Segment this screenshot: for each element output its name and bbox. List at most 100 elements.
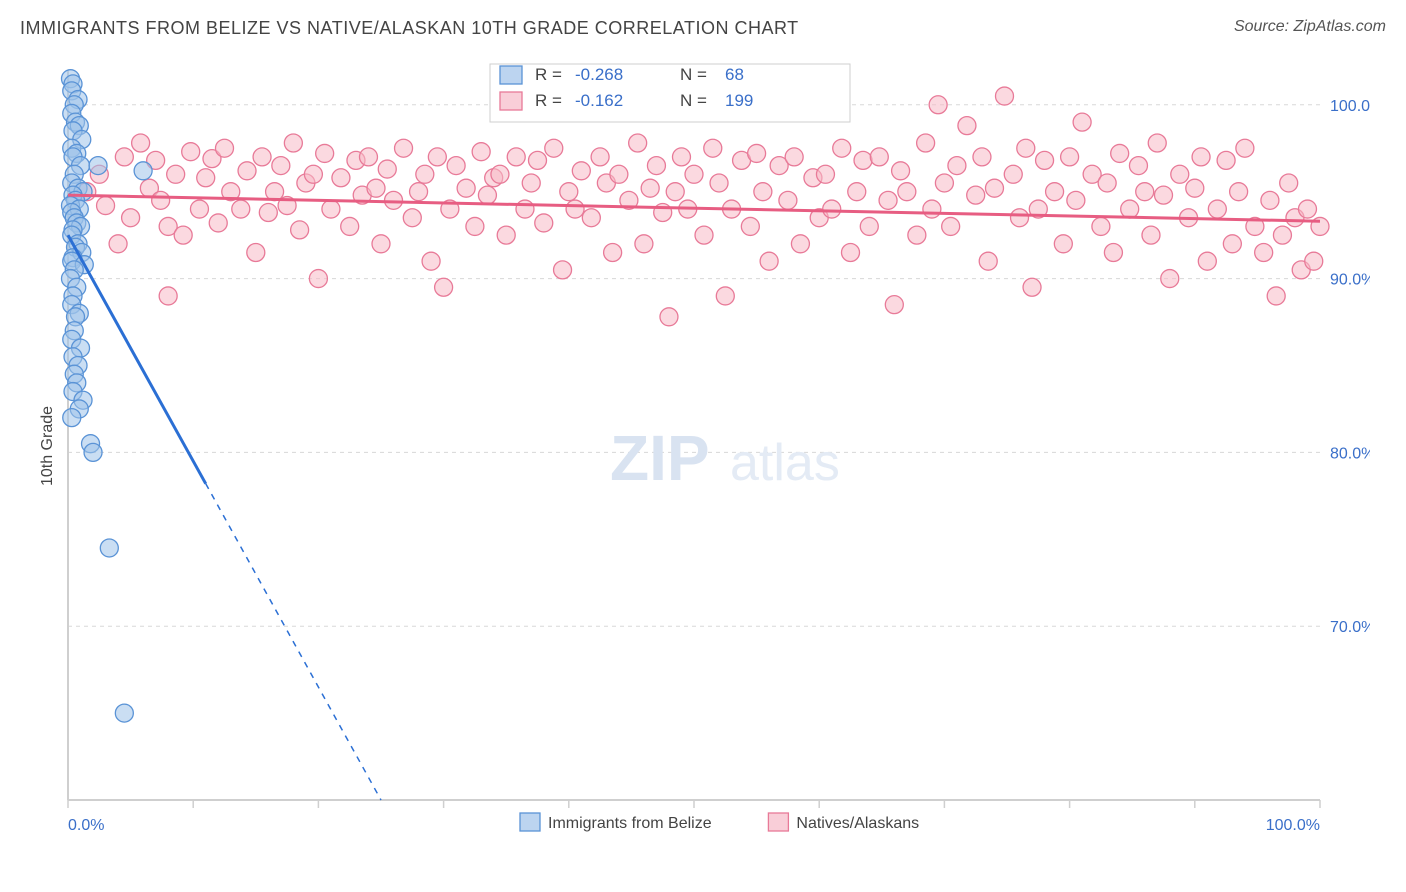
data-point <box>854 151 872 169</box>
data-point <box>917 134 935 152</box>
data-point <box>582 209 600 227</box>
source-label: Source: ZipAtlas.com <box>1234 18 1386 36</box>
data-point <box>1121 200 1139 218</box>
data-point <box>898 183 916 201</box>
data-point <box>1017 139 1035 157</box>
data-point <box>109 235 127 253</box>
data-point <box>1261 191 1279 209</box>
data-point <box>908 226 926 244</box>
data-point <box>935 174 953 192</box>
data-point <box>1061 148 1079 166</box>
data-point <box>1305 252 1323 270</box>
data-point <box>115 704 133 722</box>
data-point <box>942 217 960 235</box>
data-point <box>1280 174 1298 192</box>
legend-r-value: -0.268 <box>575 65 623 84</box>
data-point <box>566 200 584 218</box>
data-point <box>259 204 277 222</box>
data-point <box>1111 144 1129 162</box>
watermark-icon: atlas <box>730 434 840 492</box>
data-point <box>152 191 170 209</box>
watermark-icon: ZIP <box>610 422 710 494</box>
data-point <box>948 157 966 175</box>
data-point <box>1073 113 1091 131</box>
data-point <box>209 214 227 232</box>
data-point <box>958 117 976 135</box>
data-point <box>1011 209 1029 227</box>
data-point <box>1054 235 1072 253</box>
legend-r-label: R = <box>535 65 562 84</box>
data-point <box>182 143 200 161</box>
data-point <box>779 191 797 209</box>
data-point <box>1208 200 1226 218</box>
data-point <box>572 162 590 180</box>
data-point <box>410 183 428 201</box>
chart-container: ZIPatlas0.0%100.0%70.0%80.0%90.0%100.0%R… <box>50 60 1370 840</box>
data-point <box>923 200 941 218</box>
data-point <box>1273 226 1291 244</box>
legend-swatch <box>500 92 522 110</box>
legend-series-label: Natives/Alaskans <box>796 815 919 832</box>
data-point <box>309 270 327 288</box>
data-point <box>132 134 150 152</box>
data-point <box>367 179 385 197</box>
data-point <box>100 539 118 557</box>
data-point <box>416 165 434 183</box>
data-point <box>1298 200 1316 218</box>
data-point <box>685 165 703 183</box>
legend-r-label: R = <box>535 91 562 110</box>
data-point <box>372 235 390 253</box>
data-point <box>1171 165 1189 183</box>
data-point <box>216 139 234 157</box>
y-tick-label: 70.0% <box>1330 619 1370 636</box>
data-point <box>516 200 534 218</box>
data-point <box>122 209 140 227</box>
data-point <box>497 226 515 244</box>
data-point <box>892 162 910 180</box>
data-point <box>560 183 578 201</box>
data-point <box>666 183 684 201</box>
data-point <box>304 165 322 183</box>
data-point <box>860 217 878 235</box>
data-point <box>134 162 152 180</box>
legend-n-value: 68 <box>725 65 744 84</box>
x-tick-label: 0.0% <box>68 817 104 834</box>
data-point <box>741 217 759 235</box>
data-point <box>1267 287 1285 305</box>
data-point <box>704 139 722 157</box>
data-point <box>848 183 866 201</box>
data-point <box>322 200 340 218</box>
legend-series-label: Immigrants from Belize <box>548 815 712 832</box>
data-point <box>1067 191 1085 209</box>
data-point <box>89 157 107 175</box>
data-point <box>554 261 572 279</box>
data-point <box>1092 217 1110 235</box>
data-point <box>591 148 609 166</box>
legend-n-label: N = <box>680 65 707 84</box>
data-point <box>816 165 834 183</box>
chart-title: IMMIGRANTS FROM BELIZE VS NATIVE/ALASKAN… <box>20 18 799 39</box>
y-tick-label: 80.0% <box>1330 445 1370 462</box>
data-point <box>748 144 766 162</box>
data-point <box>84 443 102 461</box>
data-point <box>535 214 553 232</box>
data-point <box>159 287 177 305</box>
data-point <box>378 160 396 178</box>
data-point <box>545 139 563 157</box>
data-point <box>529 151 547 169</box>
data-point <box>647 157 665 175</box>
data-point <box>604 244 622 262</box>
legend-swatch <box>520 813 540 831</box>
data-point <box>1136 183 1154 201</box>
y-tick-label: 100.0% <box>1330 98 1370 115</box>
data-point <box>197 169 215 187</box>
data-point <box>316 144 334 162</box>
data-point <box>284 134 302 152</box>
data-point <box>1192 148 1210 166</box>
data-point <box>1255 244 1273 262</box>
trendline-blue-ext <box>206 484 381 800</box>
data-point <box>879 191 897 209</box>
data-point <box>1186 179 1204 197</box>
y-tick-label: 90.0% <box>1330 272 1370 289</box>
data-point <box>435 278 453 296</box>
